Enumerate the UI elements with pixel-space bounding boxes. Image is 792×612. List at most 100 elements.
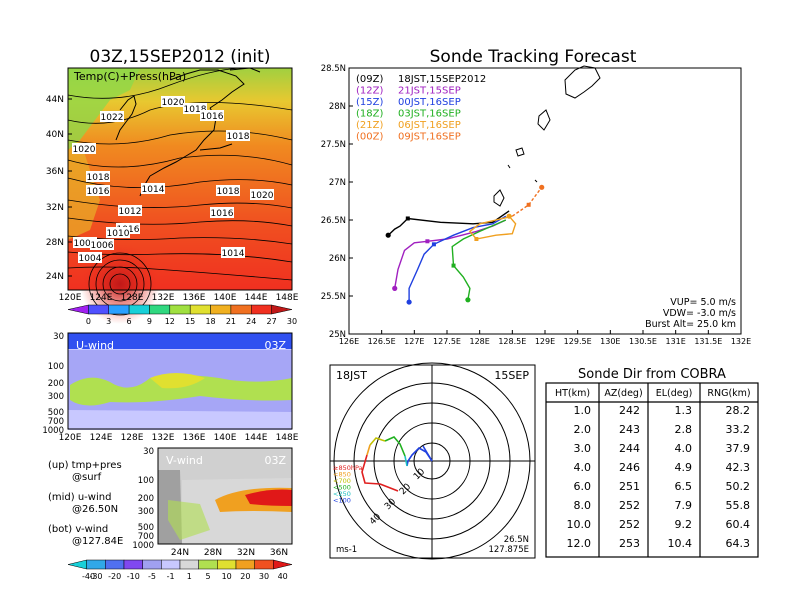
wind-colorbar-cell bbox=[67, 559, 87, 570]
u-wind-lon-tick: 120E bbox=[59, 433, 82, 443]
wind-colorbar-tick: 20 bbox=[240, 572, 250, 581]
map-lat-tick: 32N bbox=[46, 203, 64, 213]
table-cell: 3.0 bbox=[574, 442, 592, 455]
table-cell: 2.8 bbox=[675, 423, 693, 436]
panel-notes: (up) tmp+pres@surf (mid) u-wind@26.50N (bo… bbox=[48, 460, 123, 547]
wind-colorbar-tick: -40 bbox=[82, 572, 95, 581]
map-lon-tick: 144E bbox=[245, 293, 268, 303]
track-line bbox=[387, 210, 510, 236]
isobar-label: 1016 bbox=[201, 112, 224, 122]
isobar-label-box bbox=[86, 171, 110, 182]
hodograph-date: 15SEP bbox=[494, 369, 529, 382]
isobar-label-box bbox=[72, 143, 96, 154]
isobar-label-box bbox=[216, 185, 240, 196]
v-wind-label: V-wind bbox=[166, 454, 203, 467]
u-wind-positive-band bbox=[70, 375, 292, 406]
temp-colorbar-cell bbox=[128, 304, 150, 315]
temp-colorbar-tick: 0 bbox=[86, 317, 91, 326]
temp-colorbar-tick: 15 bbox=[185, 317, 195, 326]
map-lat-tick: 36N bbox=[46, 167, 64, 177]
tracking-title: Sonde Tracking Forecast bbox=[430, 47, 637, 67]
track-legend-time: 21JST,15SEP bbox=[398, 86, 461, 97]
hodograph-time: 18JST bbox=[336, 369, 367, 382]
temp-colorbar-tick: 21 bbox=[226, 317, 236, 326]
v-wind-p-tick: 500 bbox=[138, 523, 154, 533]
u-wind-lon-axis: 120E 124E 128E 132E 136E 140E 144E 148E bbox=[59, 433, 299, 443]
table-cell: 243 bbox=[619, 423, 640, 436]
u-wind-p-tick: 30 bbox=[53, 332, 64, 342]
wind-colorbar-cell bbox=[179, 559, 199, 570]
track-param: Burst Alt= 25.0 km bbox=[645, 319, 736, 330]
temp-colorbar-tick: 6 bbox=[127, 317, 132, 326]
table-cell: 244 bbox=[619, 442, 640, 455]
table-cell: 1.3 bbox=[675, 404, 693, 417]
wind-colorbar-cell bbox=[161, 559, 181, 570]
panel-note: (mid) u-wind bbox=[48, 492, 111, 503]
track-marker bbox=[425, 239, 430, 244]
temp-colorbar-cell bbox=[108, 304, 130, 315]
hodograph-level-entry: <100 bbox=[333, 497, 351, 505]
isobar-label-box bbox=[86, 185, 110, 196]
temp-colorbar-cell bbox=[189, 304, 211, 315]
v-wind-p-tick: 1000 bbox=[132, 541, 154, 551]
u-wind-lon-tick: 132E bbox=[152, 433, 175, 443]
v-wind-p-tick: 300 bbox=[138, 507, 154, 517]
hodograph-level-entry: <500 bbox=[333, 484, 351, 492]
table-cell: 1.0 bbox=[574, 404, 592, 417]
isobar-label: 1016 bbox=[87, 187, 110, 197]
isobar-label-box bbox=[106, 227, 130, 238]
hodograph-level-entry: <700 bbox=[333, 477, 351, 485]
wind-colorbar-cell bbox=[235, 559, 255, 570]
track-legend-init: (18Z) bbox=[356, 109, 383, 120]
v-wind-p-tick: 30 bbox=[143, 447, 154, 457]
map-lon-tick: 136E bbox=[183, 293, 206, 303]
temp-colorbar-tick: 12 bbox=[165, 317, 175, 326]
typhoon-isobar bbox=[88, 252, 152, 316]
wind-colorbar-tick: 10 bbox=[222, 572, 232, 581]
map-lon-tick: 124E bbox=[90, 293, 113, 303]
table-cell: 4.0 bbox=[675, 442, 693, 455]
coastlines bbox=[115, 67, 261, 197]
temp-colorbar-cell bbox=[149, 304, 171, 315]
table-cell: 10.0 bbox=[567, 518, 592, 531]
u-wind-p-tick: 300 bbox=[48, 392, 64, 402]
isobar-label: 1014 bbox=[142, 185, 165, 195]
panel-note: (up) tmp+pres bbox=[48, 460, 122, 471]
v-wind-lat-tick: 32N bbox=[237, 548, 255, 558]
track-lat-tick: 25N bbox=[329, 330, 346, 340]
table-header: EL(deg) bbox=[656, 388, 693, 399]
hodograph-lat: 26.5N bbox=[504, 535, 529, 545]
table-cell: 37.9 bbox=[726, 442, 751, 455]
track-endpoint bbox=[506, 213, 512, 219]
tracking-coastlines bbox=[493, 65, 601, 207]
wind-colorbar-cell bbox=[254, 559, 274, 570]
isobar-label-box bbox=[226, 130, 250, 141]
u-wind-max bbox=[150, 373, 205, 389]
temp-colorbar-tick: 18 bbox=[205, 317, 215, 326]
table-cell: 50.2 bbox=[726, 480, 751, 493]
track-legend-time: 00JST,16SEP bbox=[398, 97, 461, 108]
wind-colorbar-cell bbox=[273, 559, 293, 570]
map-lon-axis: 120E 124E 128E 132E 136E 140E 144E 148E bbox=[59, 293, 299, 303]
isobar-label-box bbox=[210, 207, 234, 218]
wind-colorbar-cell bbox=[86, 559, 106, 570]
track-lon-tick: 130E bbox=[600, 337, 620, 346]
isobar bbox=[67, 102, 293, 124]
wind-colorbar: -40-30 -20 -10 -5 -1 1 5 10 20 30 40 bbox=[67, 559, 293, 581]
table-frame bbox=[545, 382, 759, 558]
isobar-label: 1016 bbox=[211, 209, 234, 219]
temp-colorbar-tick: 9 bbox=[147, 317, 152, 326]
wind-colorbar-cell bbox=[217, 559, 237, 570]
isobar bbox=[67, 235, 293, 245]
isobar-label-box bbox=[221, 247, 245, 258]
wind-colorbar-tick: -5 bbox=[148, 572, 156, 581]
table-header: HT(km) bbox=[555, 388, 590, 399]
track-lon-tick: 128.5E bbox=[498, 337, 526, 346]
isobar bbox=[67, 266, 293, 281]
map-lat-tick: 28N bbox=[46, 238, 64, 248]
hodograph-lon: 127.875E bbox=[488, 545, 529, 555]
